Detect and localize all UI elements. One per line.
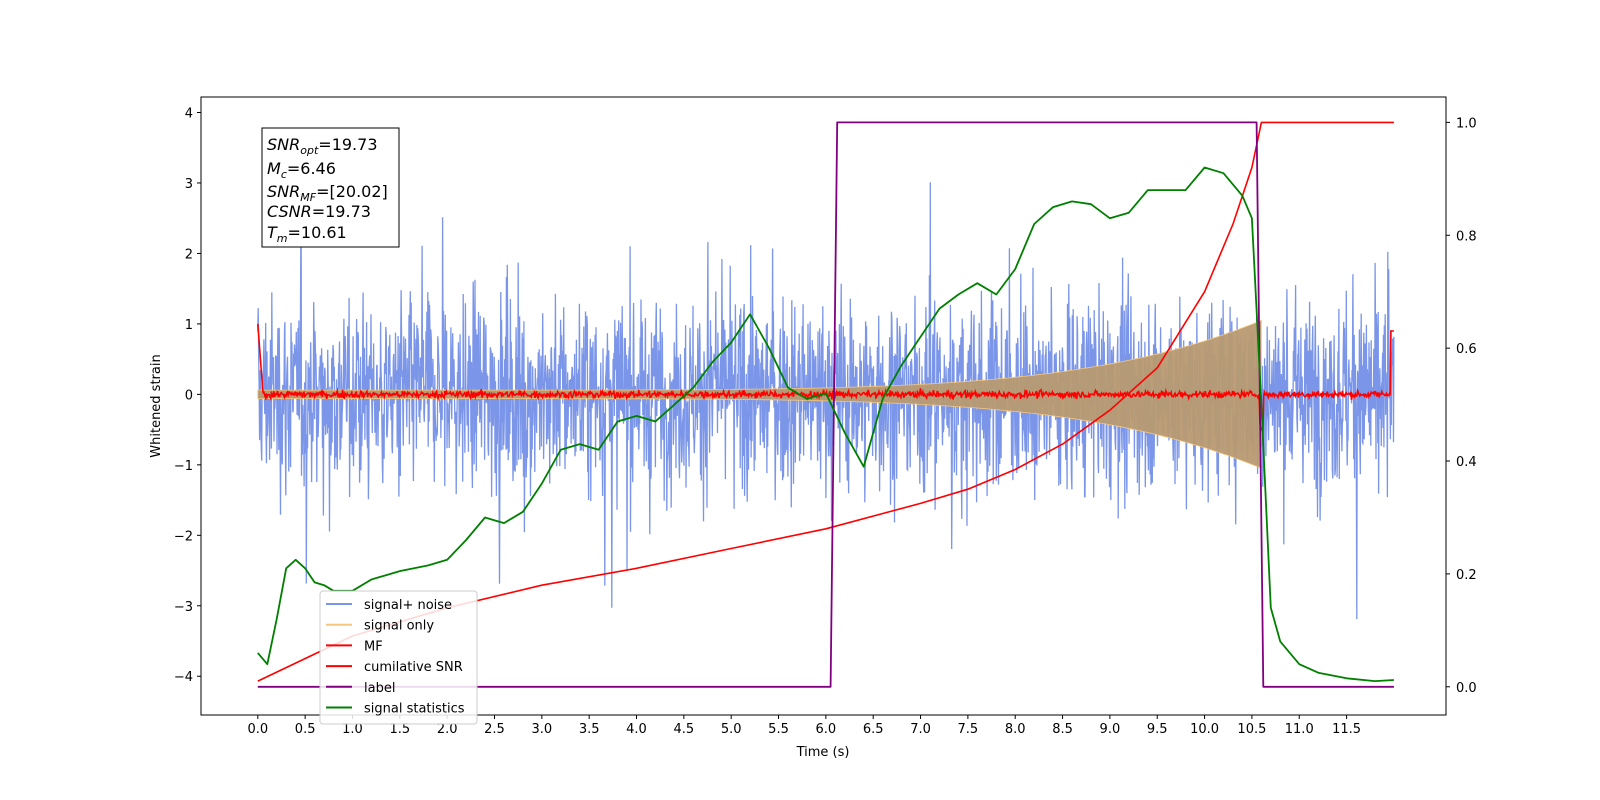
x-axis: 0.0 0.5 1.0 1.5 2.0 2.5 3.0 3.5 4.0 4.5 5.0 5.5 6.0 6…	[247, 715, 1361, 737]
y-axis-label: Whitened strain	[149, 354, 164, 457]
y-left-tick-label: −2	[174, 529, 193, 544]
x-tick-label: 3.5	[579, 722, 600, 737]
x-tick-label: 2.0	[437, 722, 458, 737]
x-tick-label: 4.0	[626, 722, 647, 737]
x-tick-label: 9.0	[1100, 722, 1121, 737]
legend-label: MF	[364, 639, 383, 654]
legend-label: signal only	[364, 619, 434, 634]
plot-area	[257, 121, 1395, 688]
info-snr-opt: SNRopt=19.73	[267, 135, 378, 157]
info-box-frame	[261, 127, 400, 248]
x-tick-label: 2.5	[484, 722, 505, 737]
x-tick-label: 5.0	[721, 722, 742, 737]
y-right-tick-label: 0.6	[1456, 342, 1477, 357]
series-cumulative-snr	[257, 121, 1394, 682]
x-tick-label: 10.5	[1237, 722, 1266, 737]
x-tick-label: 4.5	[674, 722, 695, 737]
x-tick-label: 0.5	[295, 722, 316, 737]
x-tick-label: 10.0	[1190, 722, 1219, 737]
y-right-tick-label: 0.2	[1456, 568, 1477, 583]
info-snr-mf: SNRMF=[20.02]	[267, 182, 388, 204]
y-axis-right: 1.0 0.8 0.6 0.4 0.2 0.0	[1446, 116, 1477, 696]
legend-label: cumilative SNR	[364, 660, 463, 675]
x-tick-label: 5.5	[768, 722, 789, 737]
y-right-tick-label: 1.0	[1456, 116, 1477, 131]
y-right-tick-label: 0.0	[1456, 681, 1477, 696]
legend-label: signal statistics	[364, 702, 465, 717]
x-tick-label: 0.0	[247, 722, 268, 737]
x-tick-label: 7.0	[910, 722, 931, 737]
y-right-tick-label: 0.4	[1456, 455, 1477, 470]
series-label	[257, 121, 1394, 688]
x-tick-label: 7.5	[958, 722, 979, 737]
y-left-tick-label: 3	[185, 177, 193, 192]
y-left-tick-label: 4	[185, 107, 193, 122]
info-mc: Mc=6.46	[267, 159, 336, 181]
y-left-tick-label: 1	[185, 318, 193, 333]
x-tick-label: 8.0	[1005, 722, 1026, 737]
legend: signal+ noise signal only MF cumilative SNR…	[319, 590, 478, 725]
info-csnr: CSNR=19.73	[267, 202, 371, 221]
legend-label: signal+ noise	[364, 598, 452, 613]
x-tick-label: 1.0	[342, 722, 363, 737]
x-tick-label: 3.0	[531, 722, 552, 737]
y-left-tick-label: 0	[185, 388, 193, 403]
x-tick-label: 6.0	[816, 722, 837, 737]
legend-frame	[319, 590, 478, 725]
info-box: SNRopt=19.73 Mc=6.46 SNRMF=[20.02] CSNR=…	[261, 127, 400, 248]
x-axis-label: Time (s)	[796, 745, 850, 760]
x-tick-label: 6.5	[863, 722, 884, 737]
y-right-tick-label: 0.8	[1456, 229, 1477, 244]
y-left-tick-label: −1	[174, 459, 193, 474]
y-left-tick-label: 2	[185, 247, 193, 262]
legend-label: label	[364, 681, 395, 696]
x-tick-label: 11.0	[1285, 722, 1314, 737]
series-signal-statistics	[257, 166, 1394, 682]
y-axis-left: 4 3 2 1 0 −1 −2 −3 −4	[174, 107, 201, 685]
x-tick-label: 8.5	[1052, 722, 1073, 737]
x-tick-label: 9.5	[1147, 722, 1168, 737]
plot-frame	[200, 96, 1447, 716]
x-tick-label: 11.5	[1332, 722, 1361, 737]
y-left-tick-label: −3	[174, 600, 193, 615]
x-tick-label: 1.5	[389, 722, 410, 737]
y-left-tick-label: −4	[174, 670, 193, 685]
info-tm: Tm=10.61	[267, 223, 347, 245]
